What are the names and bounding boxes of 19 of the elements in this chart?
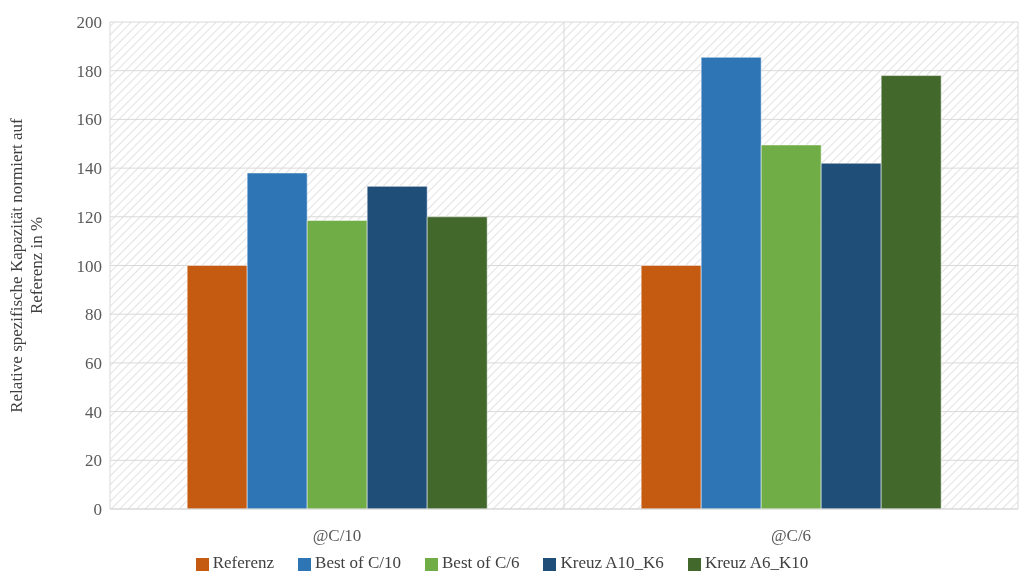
legend-label: Best of C/6 [442,553,520,572]
x-tick-label: @C/6 [770,526,812,546]
y-tick-label: 200 [76,13,102,33]
legend-label: Best of C/10 [315,553,402,572]
y-tick-label: 140 [76,159,102,179]
y-tick-label: 100 [76,256,102,276]
y-tick-label: 80 [85,305,102,325]
legend-label: Kreuz A6_K10 [704,553,809,572]
y-tick-label: 160 [76,110,102,130]
legend-label: Kreuz A10_K6 [560,553,664,572]
y-tick-label: 20 [85,451,102,471]
x-tick-label: @C/10 [312,526,362,546]
y-tick-label: 0 [93,500,102,520]
y-tick-label: 60 [85,353,102,373]
y-tick-label: 40 [85,402,102,422]
y-tick-label: 120 [76,207,102,227]
y-tick-label: 180 [76,61,102,81]
y-axis-title: Relative spezifische Kapazität normiert auf Referenz in % [7,117,46,413]
legend-label: Referenz [212,553,275,572]
